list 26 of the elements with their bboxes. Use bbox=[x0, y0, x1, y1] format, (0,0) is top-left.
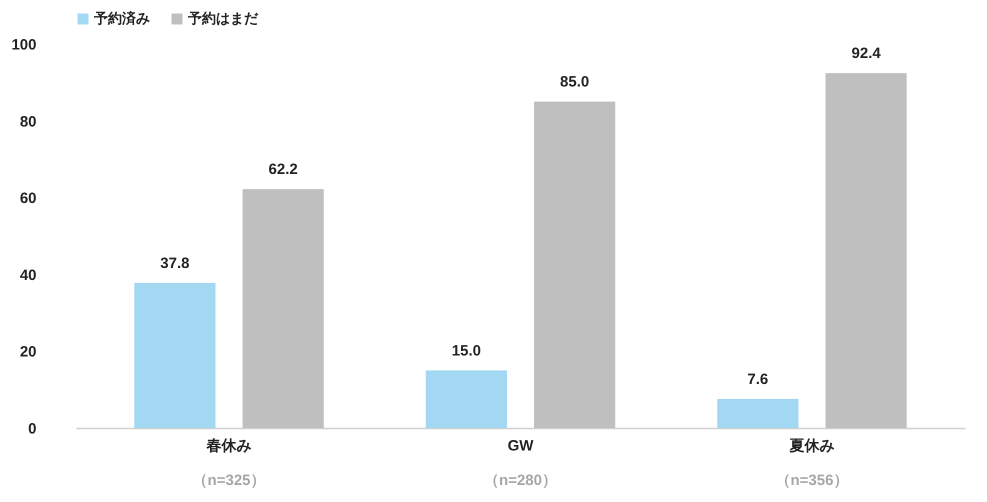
y-tick-label: 60 bbox=[20, 190, 36, 208]
x-tick-label: 春休み bbox=[206, 438, 252, 454]
data-label: 37.8 bbox=[160, 254, 190, 272]
text: （n=325） bbox=[192, 472, 266, 489]
bar bbox=[826, 73, 907, 428]
data-label: 85.0 bbox=[560, 74, 590, 91]
bar bbox=[134, 282, 216, 428]
data-label: 92.4 bbox=[852, 45, 882, 62]
y-tick-label: 0 bbox=[28, 420, 36, 438]
data-label: 62.2 bbox=[268, 161, 298, 178]
y-tick-label: 20 bbox=[20, 344, 36, 361]
y-tick-label: 80 bbox=[20, 113, 36, 130]
text: （n=356） bbox=[776, 472, 848, 489]
bar bbox=[242, 189, 324, 428]
x-tick-label: 夏休み bbox=[788, 438, 834, 454]
text: （n=280） bbox=[484, 472, 557, 489]
bar bbox=[534, 102, 616, 428]
legend-label: 予約済み bbox=[93, 10, 150, 26]
data-label: 7.6 bbox=[747, 370, 768, 388]
bar bbox=[426, 370, 507, 428]
y-tick-label: 40 bbox=[20, 266, 36, 284]
x-tick-label: GW bbox=[508, 438, 534, 454]
bar bbox=[717, 398, 798, 428]
data-label: 15.0 bbox=[452, 342, 481, 360]
legend-label: 予約はまだ bbox=[187, 10, 259, 26]
y-tick-label: 100 bbox=[11, 36, 36, 54]
